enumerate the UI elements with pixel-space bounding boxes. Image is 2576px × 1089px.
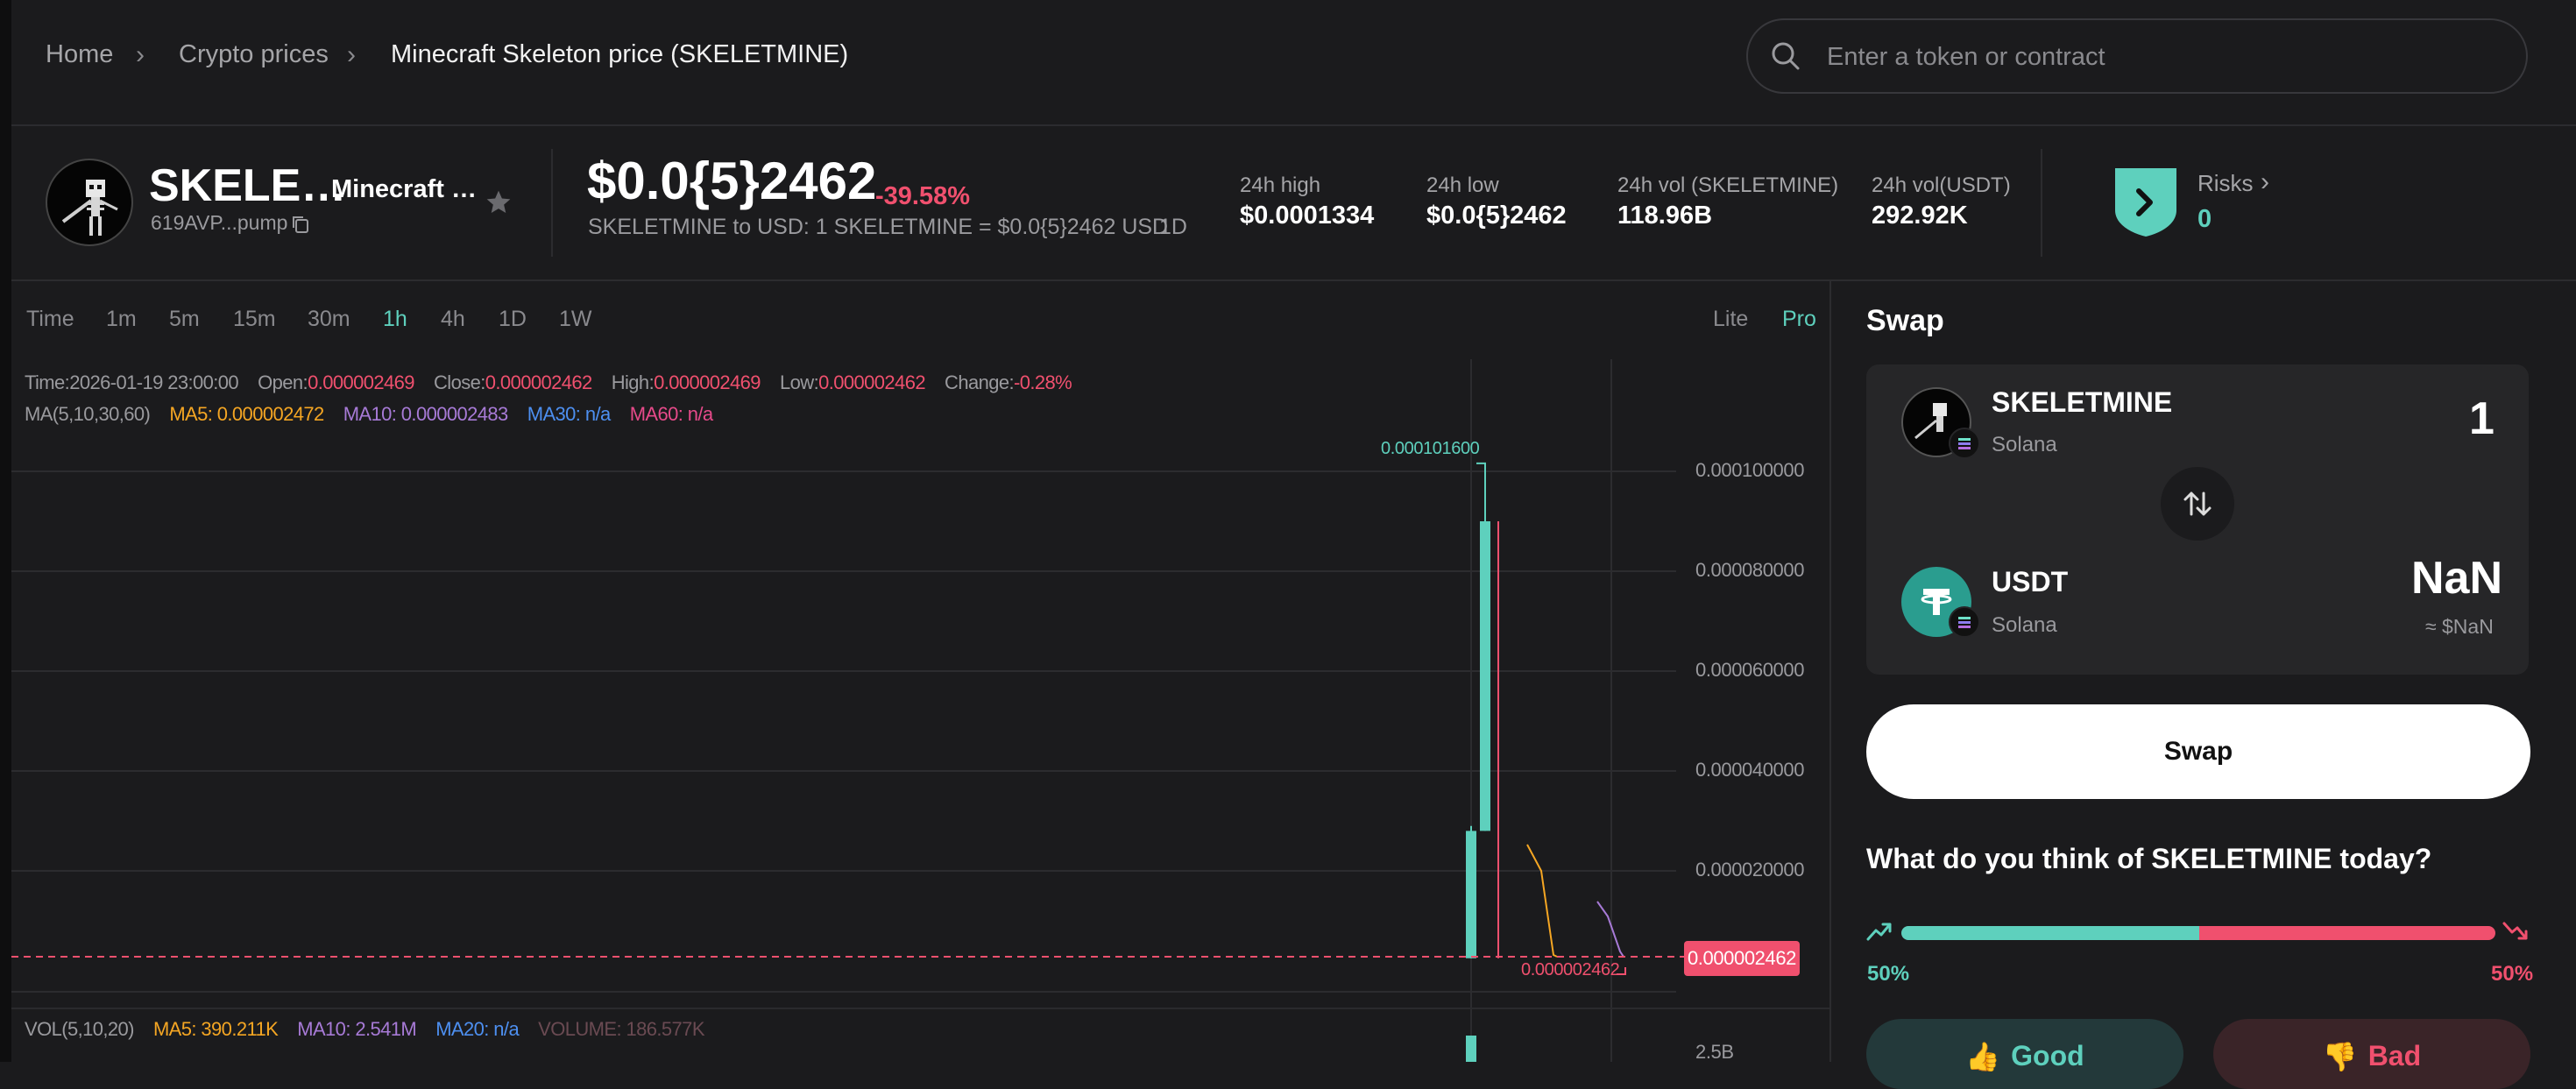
vote-good-button[interactable]: 👍 Good [1866, 1019, 2183, 1089]
volume-legend: VOL(5,10,20) MA5: 390.211K MA10: 2.541M … [25, 1018, 704, 1040]
tab-1w[interactable]: 1W [559, 307, 592, 331]
token-address: 619AVP...pump [151, 211, 288, 234]
header-divider [11, 279, 2576, 281]
bear-percent: 50% [2491, 962, 2534, 986]
stat-low-label: 24h low [1426, 173, 1499, 197]
bull-percent: 50% [1867, 962, 1910, 986]
thumb-up-icon: 👍 [1965, 1041, 2001, 1072]
stat-vol-usdt-label: 24h vol(USDT) [1872, 173, 2011, 197]
search-box[interactable] [1746, 18, 2528, 94]
tab-1h[interactable]: 1h [383, 307, 407, 331]
y-tick-label: 0.000100000 [1695, 459, 1805, 481]
header-divider [11, 124, 2576, 126]
divider [551, 149, 553, 257]
tab-15m[interactable]: 15m [233, 307, 276, 331]
view-pro[interactable]: Pro [1782, 307, 1816, 331]
tab-30m[interactable]: 30m [308, 307, 350, 331]
stat-high-label: 24h high [1240, 173, 1321, 197]
y-tick-label: 0.000060000 [1695, 659, 1805, 681]
max-marker [1476, 462, 1486, 470]
trend-up-icon [1866, 923, 1892, 941]
token-name: Minecraft … [331, 175, 477, 203]
stat-vol-token-label: 24h vol (SKELETMINE) [1617, 173, 1839, 197]
stat-low-value: $0.0{5}2462 [1426, 202, 1567, 230]
risks-label[interactable]: Risks [2197, 170, 2254, 196]
breadcrumb-current: Minecraft Skeleton price (SKELETMINE) [391, 40, 849, 68]
stat-high-value: $0.0001334 [1240, 202, 1375, 230]
y-tick-label: 0.000020000 [1695, 859, 1805, 880]
breadcrumb-home[interactable]: Home [46, 40, 114, 68]
thumb-down-icon: 👎 [2322, 1041, 2358, 1072]
sentiment-question: What do you think of SKELETMINE today? [1866, 843, 2432, 874]
current-price-tag: 0.000002462 [1684, 941, 1800, 976]
price-change: -39.58% [875, 182, 971, 210]
copy-icon[interactable] [290, 214, 311, 235]
chevron-right-icon: › [2261, 167, 2269, 196]
from-token-symbol: SKELETMINE [1992, 386, 2173, 418]
vote-bad-button[interactable]: 👎 Bad [2213, 1019, 2530, 1089]
ma10-line [1596, 901, 1624, 958]
tab-4h[interactable]: 4h [441, 307, 465, 331]
to-amount: NaN [2411, 553, 2503, 604]
token-avatar [46, 159, 133, 246]
period-label[interactable]: 1D [1159, 215, 1187, 239]
search-input[interactable] [1825, 36, 2495, 78]
max-price-label: 0.000101600 [1381, 439, 1480, 458]
trend-down-icon [2502, 922, 2528, 940]
window-left-border [0, 0, 11, 1062]
shield-icon [2115, 168, 2176, 237]
chevron-right-icon: › [347, 40, 356, 69]
candle-body [1480, 521, 1490, 831]
solana-chain-icon [1949, 606, 1980, 638]
stat-vol-usdt-value: 292.92K [1872, 202, 1968, 230]
risks-value: 0 [2197, 205, 2212, 233]
candle-body [1466, 831, 1476, 958]
to-token-chain: Solana [1992, 613, 2057, 637]
chart-panel-divider [1829, 280, 1831, 1062]
to-amount-usd: ≈ $NaN [2425, 615, 2494, 638]
to-token-symbol: USDT [1992, 566, 2069, 598]
sentiment-bear-bar [2199, 926, 2495, 940]
swap-direction-button[interactable] [2161, 467, 2234, 541]
swap-arrows-icon [2183, 491, 2212, 516]
y-tick-label: 0.000040000 [1695, 759, 1805, 781]
token-symbol: SKELE… [149, 160, 347, 211]
solana-chain-icon [1949, 428, 1980, 459]
tab-time[interactable]: Time [26, 307, 74, 331]
from-token-chain: Solana [1992, 433, 2057, 456]
y-tick-label: 0.000080000 [1695, 559, 1805, 581]
chevron-right-icon: › [136, 40, 145, 69]
tab-5m[interactable]: 5m [169, 307, 200, 331]
ma-legend: MA(5,10,30,60) MA5: 0.000002472 MA10: 0.… [25, 403, 713, 425]
search-icon [1772, 42, 1800, 70]
tab-1m[interactable]: 1m [106, 307, 137, 331]
ma5-line [1526, 844, 1558, 958]
swap-button[interactable]: Swap [1866, 704, 2530, 799]
price-chart[interactable] [11, 359, 1829, 1062]
stat-vol-token-value: 118.96B [1617, 202, 1713, 230]
divider [2041, 149, 2042, 257]
tab-1d[interactable]: 1D [499, 307, 527, 331]
ohlc-legend: Time:2026-01-19 23:00:00 Open:0.00000246… [25, 371, 1072, 393]
token-price: $0.0{5}2462 [587, 152, 877, 210]
view-lite[interactable]: Lite [1713, 307, 1749, 331]
volume-bar [1466, 1036, 1476, 1062]
breadcrumb-crypto-prices[interactable]: Crypto prices [179, 40, 329, 68]
min-price-label: 0.000002462 [1521, 960, 1620, 979]
min-marker [1617, 967, 1626, 975]
volume-divider [11, 1008, 1829, 1009]
swap-title: Swap [1866, 304, 1944, 337]
volume-axis-label: 2.5B [1695, 1041, 1734, 1063]
price-conversion: SKELETMINE to USD: 1 SKELETMINE = $0.0{5… [588, 215, 1169, 239]
risks-shield[interactable] [2112, 166, 2180, 238]
sentiment-bull-bar [1901, 926, 2199, 940]
star-icon[interactable] [485, 188, 513, 216]
from-amount[interactable]: 1 [2469, 393, 2495, 444]
